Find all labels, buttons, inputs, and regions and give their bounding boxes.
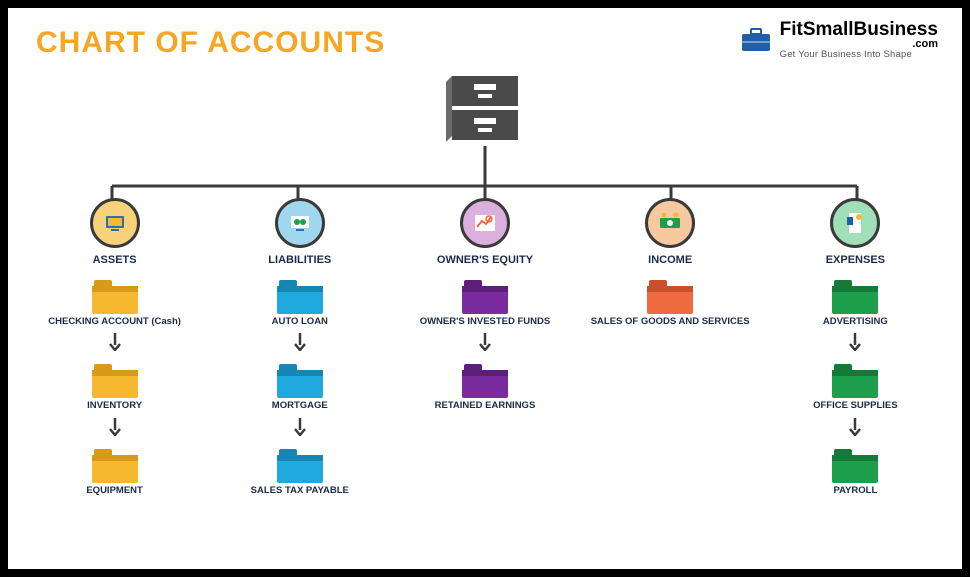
category-column: INCOME SALES OF GOODS AND SERVICES [580, 198, 760, 500]
category-circle-icon [645, 198, 695, 248]
arrow-down-icon [108, 331, 122, 362]
category-label: LIABILITIES [268, 254, 331, 266]
account-item: SALES OF GOODS AND SERVICES [591, 278, 750, 331]
logo-main-text: FitSmallBusiness [780, 20, 938, 39]
account-label: SALES TAX PAYABLE [251, 486, 349, 496]
category-label: OWNER'S EQUITY [437, 254, 533, 266]
category-circle-icon [460, 198, 510, 248]
brand-logo: FitSmallBusiness .com Get Your Business … [740, 20, 938, 60]
account-label: ADVERTISING [823, 317, 888, 327]
filing-cabinet-icon [446, 72, 524, 149]
account-item: PAYROLL [832, 447, 878, 500]
account-item: OFFICE SUPPLIES [813, 362, 897, 415]
account-label: AUTO LOAN [272, 317, 328, 327]
account-item: INVENTORY [87, 362, 142, 415]
account-item: OWNER'S INVESTED FUNDS [420, 278, 551, 331]
account-label: MORTGAGE [272, 401, 328, 411]
category-label: INCOME [648, 254, 692, 266]
account-item: EQUIPMENT [86, 447, 142, 500]
category-circle-icon [275, 198, 325, 248]
arrow-down-icon [478, 331, 492, 362]
account-label: INVENTORY [87, 401, 142, 411]
arrow-down-icon [293, 416, 307, 447]
arrow-down-icon [848, 416, 862, 447]
category-column: OWNER'S EQUITY OWNER'S INVESTED FUNDS RE… [395, 198, 575, 500]
page-title: CHART OF ACCOUNTS [36, 26, 385, 60]
account-label: OFFICE SUPPLIES [813, 401, 897, 411]
category-label: ASSETS [93, 254, 137, 266]
account-label: PAYROLL [833, 486, 877, 496]
category-column: ASSETS CHECKING ACCOUNT (Cash) INVENTORY… [25, 198, 205, 500]
account-item: MORTGAGE [272, 362, 328, 415]
category-circle-icon [90, 198, 140, 248]
account-item: RETAINED EARNINGS [435, 362, 536, 415]
arrow-down-icon [293, 331, 307, 362]
account-item: SALES TAX PAYABLE [251, 447, 349, 500]
arrow-down-icon [848, 331, 862, 362]
category-column: EXPENSES ADVERTISING OFFICE SUPPLIES PAY… [765, 198, 945, 500]
account-item: CHECKING ACCOUNT (Cash) [48, 278, 181, 331]
category-column: LIABILITIES AUTO LOAN MORTGAGE SALES TAX… [210, 198, 390, 500]
account-label: SALES OF GOODS AND SERVICES [591, 317, 750, 327]
category-label: EXPENSES [826, 254, 885, 266]
logo-tagline: Get Your Business Into Shape [780, 50, 938, 60]
category-circle-icon [830, 198, 880, 248]
account-label: EQUIPMENT [86, 486, 142, 496]
account-item: AUTO LOAN [272, 278, 328, 331]
account-label: OWNER'S INVESTED FUNDS [420, 317, 551, 327]
account-label: RETAINED EARNINGS [435, 401, 536, 411]
account-label: CHECKING ACCOUNT (Cash) [48, 317, 181, 327]
briefcase-icon [740, 27, 772, 53]
account-item: ADVERTISING [823, 278, 888, 331]
category-columns: ASSETS CHECKING ACCOUNT (Cash) INVENTORY… [8, 198, 962, 500]
arrow-down-icon [108, 416, 122, 447]
